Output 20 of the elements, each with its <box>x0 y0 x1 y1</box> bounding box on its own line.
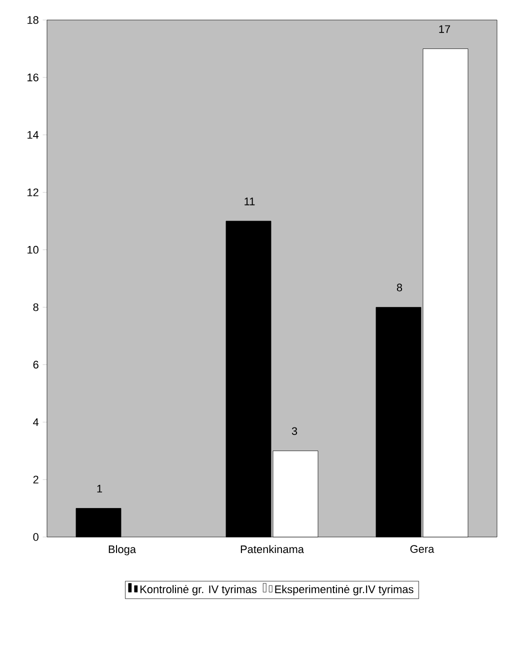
y-tick-label: 0 <box>33 533 38 541</box>
legend-label: Eksperimentinė gr.IV tyrimas <box>275 585 414 596</box>
y-tick-label: 4 <box>33 418 39 426</box>
x-tick-label: Bloga <box>108 545 136 556</box>
y-tick-label: 10 <box>28 246 38 254</box>
data-label: 3 <box>292 427 298 435</box>
x-tick-label: Gera <box>410 545 434 553</box>
y-tick-label: 2 <box>33 476 38 484</box>
y-tick-label: 12 <box>28 188 38 196</box>
data-label: 8 <box>396 284 402 292</box>
data-label: 1 <box>97 484 102 492</box>
y-tick-label: 18 <box>28 16 38 24</box>
data-label: 11 <box>244 198 255 206</box>
x-tick-label: Patenkinama <box>240 545 304 554</box>
legend-label: Kontrolinė gr. IV tyrimas <box>140 585 257 596</box>
y-tick-label: 16 <box>28 74 38 82</box>
y-tick-label: 14 <box>28 131 39 139</box>
y-tick-label: 6 <box>33 360 38 369</box>
data-label: 17 <box>439 25 450 33</box>
y-tick-label: 8 <box>33 303 38 312</box>
